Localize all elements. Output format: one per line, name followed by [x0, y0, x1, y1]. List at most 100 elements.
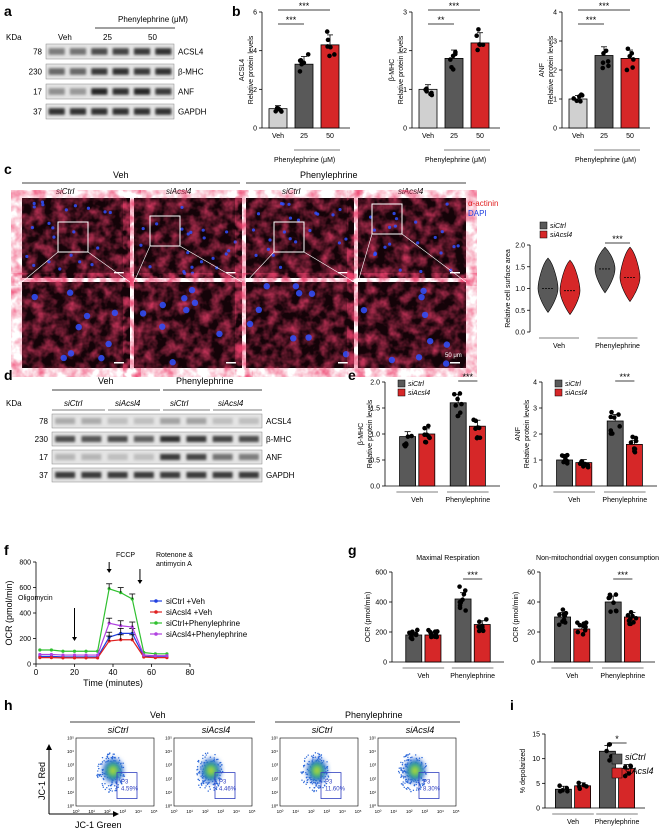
y-tick-label: 10 — [532, 756, 540, 763]
chart-b-anf: 0 1 2 3 4 ANF Relative protein levels Veh 25 50 **… — [539, 1, 650, 151]
facs-y-tick: 10⁰ — [67, 804, 74, 809]
micro-nucleus — [415, 354, 423, 361]
data-point — [457, 605, 463, 611]
micro-scale-bar — [226, 272, 236, 274]
legend-swatch — [397, 388, 406, 397]
y-tick-label: 1.5 — [515, 264, 525, 271]
facs-event — [109, 752, 111, 754]
facs-event — [313, 787, 316, 789]
facs-event — [101, 761, 104, 763]
micro-nucleus — [290, 335, 297, 342]
facs-y-tick: 10¹ — [67, 790, 74, 795]
y-tick-label: 15 — [532, 732, 540, 739]
bar-siAcsl4 — [424, 634, 442, 663]
data-point — [578, 99, 583, 104]
series-point — [84, 649, 88, 653]
micro-nucleus — [263, 283, 270, 290]
y-tick-label: 600 — [19, 585, 31, 592]
legend-swatch — [397, 379, 406, 388]
facs-event — [108, 788, 110, 790]
blot-band — [91, 48, 108, 55]
facs-y-tick: 10² — [67, 776, 74, 781]
legend-label: siCtrl — [408, 381, 424, 388]
legend-label: siAcsl4 — [625, 766, 654, 776]
facs-group-veh: Veh — [150, 710, 166, 720]
facs-x-tick: 10³ — [324, 809, 331, 814]
blot-band — [155, 68, 172, 75]
group-label: Phenylephrine — [595, 819, 640, 826]
facs-event — [300, 771, 302, 773]
data-point — [583, 462, 589, 468]
micro-nucleus — [183, 306, 190, 314]
significance-label: *** — [620, 372, 631, 382]
data-point — [628, 440, 634, 445]
data-point — [557, 789, 563, 794]
facs-event — [197, 772, 200, 774]
micro-nucleus — [78, 260, 82, 264]
data-point — [561, 617, 567, 622]
facs-event — [400, 761, 402, 764]
micro-nucleus — [445, 202, 449, 206]
facs-event — [313, 790, 315, 792]
blot-kda-marker: 230 — [35, 435, 49, 444]
series-point — [61, 656, 65, 660]
data-point — [562, 613, 568, 618]
micro-nucleus — [105, 340, 112, 348]
micro-nucleus — [337, 241, 342, 245]
category-label: 50 — [626, 133, 634, 140]
data-point — [606, 595, 612, 601]
micro-tile-actinin — [358, 198, 466, 278]
facs-event — [413, 784, 416, 786]
chart-f-ocr: 0 200 400 600 800 0 20 40 60 80 Time (minutes) OCR … — [4, 560, 248, 689]
micro-nucleus — [292, 283, 300, 290]
blot-protein-label: GAPDH — [178, 108, 207, 117]
facs-event — [311, 789, 314, 791]
panel-label-d: d — [4, 367, 13, 383]
facs-percent: 8.30% — [423, 787, 441, 793]
data-point — [459, 401, 464, 407]
micro-zoom-line — [87, 251, 131, 283]
y-tick-label: 5 — [536, 781, 540, 788]
facs-y-tick: 10² — [271, 776, 278, 781]
facs-event — [400, 769, 402, 771]
y-tick-label: 0 — [383, 660, 387, 667]
facs-sirna-label: siCtrl — [108, 725, 129, 735]
micro-zoom-box — [149, 215, 181, 247]
facs-event — [401, 764, 404, 766]
bar — [470, 42, 490, 129]
y-tick-label: 1 — [403, 87, 407, 94]
facs-event — [419, 783, 421, 785]
facs-event — [209, 788, 211, 790]
facs-y-tick: 10¹ — [369, 790, 376, 795]
facs-event — [196, 774, 198, 776]
blot-band — [155, 108, 172, 115]
facs-x-tick: 10¹ — [88, 809, 95, 814]
facs-y-tick: 10⁵ — [165, 736, 172, 741]
facs-event — [404, 782, 406, 784]
facs-percent: 4.59% — [121, 787, 139, 793]
blot-strip — [51, 413, 263, 429]
blot-band — [69, 68, 87, 75]
series-point — [153, 654, 157, 658]
micro-scale-bar — [114, 272, 124, 274]
micro-nucleus — [393, 224, 397, 228]
data-point — [556, 622, 562, 628]
facs-event — [216, 786, 218, 788]
legend-swatch — [554, 388, 563, 397]
facs-event — [317, 786, 319, 788]
facs-y-tick: 10⁰ — [165, 804, 172, 809]
facs-event — [121, 783, 123, 785]
data-point — [629, 51, 635, 56]
blot-band — [69, 108, 87, 115]
facs-event — [408, 753, 411, 755]
micro-zoom-line — [133, 245, 151, 283]
blot-protein-label: ANF — [178, 88, 194, 97]
y-axis-label: Relative protein levels — [248, 35, 255, 104]
y-axis-label: β-MHC — [389, 59, 396, 81]
facs-event — [100, 775, 103, 778]
facs-event — [205, 754, 207, 756]
facs-x-tick: 10⁵ — [453, 809, 460, 814]
blot-d-group-veh: Veh — [98, 376, 114, 386]
series-line-siCtrl +Veh — [39, 632, 167, 658]
micro-nucleus — [108, 210, 112, 215]
